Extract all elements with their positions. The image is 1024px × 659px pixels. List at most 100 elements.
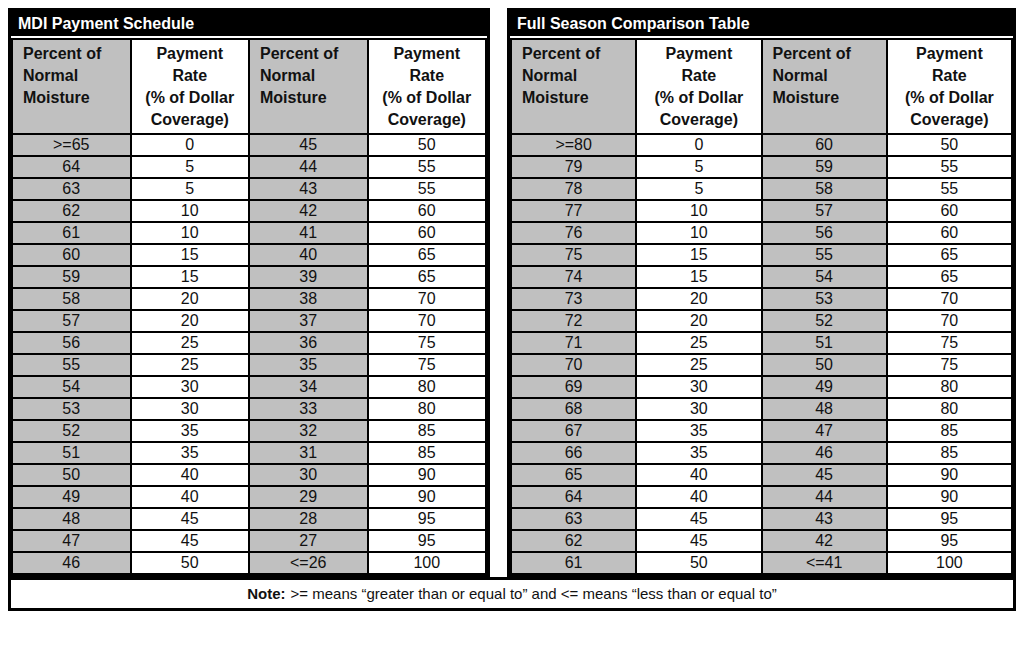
column-header-payment-2: Payment Rate (% of Dollar Coverage) xyxy=(887,39,1012,134)
table-row: 4650<=26100 xyxy=(12,552,486,574)
moisture-cell: 49 xyxy=(12,486,131,508)
moisture-cell: 43 xyxy=(249,178,368,200)
payment-rate-cell: 85 xyxy=(368,420,487,442)
moisture-cell: 56 xyxy=(12,332,131,354)
table-row: 60154065 xyxy=(12,244,486,266)
payment-rate-cell: 40 xyxy=(636,464,761,486)
full-season-table-title: Full Season Comparison Table xyxy=(510,11,1013,36)
payment-rate-cell: 50 xyxy=(636,552,761,574)
payment-rate-cell: 35 xyxy=(131,420,250,442)
note-text: >= means “greater than or equal to” and … xyxy=(291,585,777,602)
payment-rate-cell: 40 xyxy=(636,486,761,508)
column-header-moisture-1: Percent of Normal Moisture xyxy=(511,39,636,134)
payment-rate-cell: 50 xyxy=(131,552,250,574)
payment-rate-cell: 10 xyxy=(636,222,761,244)
payment-rate-cell: 85 xyxy=(368,442,487,464)
payment-rate-cell: 100 xyxy=(887,552,1012,574)
payment-rate-cell: 15 xyxy=(131,266,250,288)
payment-rate-cell: 90 xyxy=(368,464,487,486)
table-row: 67354785 xyxy=(511,420,1012,442)
table-row: 6150<=41100 xyxy=(511,552,1012,574)
table-row: 73205370 xyxy=(511,288,1012,310)
moisture-cell: 52 xyxy=(762,310,887,332)
moisture-cell: 61 xyxy=(12,222,131,244)
payment-rate-cell: 40 xyxy=(131,486,250,508)
payment-rate-cell: 65 xyxy=(887,244,1012,266)
moisture-cell: 29 xyxy=(249,486,368,508)
table-row: 76105660 xyxy=(511,222,1012,244)
payment-rate-cell: 25 xyxy=(636,332,761,354)
moisture-cell: 42 xyxy=(249,200,368,222)
payment-rate-cell: 75 xyxy=(368,354,487,376)
table-row: 6354355 xyxy=(12,178,486,200)
table-row: 47452795 xyxy=(12,530,486,552)
column-header-payment-2: Payment Rate (% of Dollar Coverage) xyxy=(368,39,487,134)
table-row: 59153965 xyxy=(12,266,486,288)
moisture-cell: 47 xyxy=(12,530,131,552)
table-row: 65404590 xyxy=(511,464,1012,486)
moisture-cell: 66 xyxy=(511,442,636,464)
table-row: 62454295 xyxy=(511,530,1012,552)
payment-rate-cell: 60 xyxy=(887,222,1012,244)
moisture-cell: 32 xyxy=(249,420,368,442)
table-row: 63454395 xyxy=(511,508,1012,530)
payment-rate-cell: 90 xyxy=(887,464,1012,486)
payment-rate-cell: 55 xyxy=(368,178,487,200)
moisture-cell: 51 xyxy=(762,332,887,354)
payment-rate-cell: 75 xyxy=(887,332,1012,354)
payment-rate-cell: 60 xyxy=(368,222,487,244)
header-row: Percent of Normal Moisture Payment Rate … xyxy=(511,39,1012,134)
moisture-cell: 42 xyxy=(762,530,887,552)
table-row: 62104260 xyxy=(12,200,486,222)
payment-rate-cell: 55 xyxy=(368,156,487,178)
tables-row: MDI Payment Schedule Percent of Normal M… xyxy=(8,8,1016,577)
payment-rate-cell: 70 xyxy=(368,310,487,332)
moisture-cell: 43 xyxy=(762,508,887,530)
table-row: 72205270 xyxy=(511,310,1012,332)
payment-rate-cell: 65 xyxy=(368,244,487,266)
moisture-cell: 68 xyxy=(511,398,636,420)
payment-rate-cell: 30 xyxy=(131,398,250,420)
column-header-moisture-2: Percent of Normal Moisture xyxy=(762,39,887,134)
moisture-cell: 54 xyxy=(762,266,887,288)
moisture-cell: 65 xyxy=(511,464,636,486)
moisture-cell: 76 xyxy=(511,222,636,244)
payment-rate-cell: 10 xyxy=(131,200,250,222)
moisture-cell: 46 xyxy=(12,552,131,574)
moisture-cell: 79 xyxy=(511,156,636,178)
moisture-cell: 36 xyxy=(249,332,368,354)
column-header-payment-1: Payment Rate (% of Dollar Coverage) xyxy=(636,39,761,134)
moisture-cell: >=65 xyxy=(12,134,131,156)
payment-rate-cell: 40 xyxy=(131,464,250,486)
moisture-cell: 40 xyxy=(249,244,368,266)
full-season-table: Percent of Normal Moisture Payment Rate … xyxy=(510,38,1013,575)
payment-rate-cell: 60 xyxy=(368,200,487,222)
payment-rate-cell: 95 xyxy=(368,508,487,530)
moisture-cell: 74 xyxy=(511,266,636,288)
payment-rate-cell: 95 xyxy=(887,530,1012,552)
table-row: >=8006050 xyxy=(511,134,1012,156)
moisture-cell: 69 xyxy=(511,376,636,398)
moisture-cell: 59 xyxy=(12,266,131,288)
moisture-cell: 53 xyxy=(12,398,131,420)
payment-rate-cell: 35 xyxy=(636,442,761,464)
table-row: 54303480 xyxy=(12,376,486,398)
payment-rate-cell: 60 xyxy=(887,200,1012,222)
mdi-table-header: Percent of Normal Moisture Payment Rate … xyxy=(12,39,486,134)
table-row: 49402990 xyxy=(12,486,486,508)
payment-rate-cell: 20 xyxy=(131,310,250,332)
table-row: 58203870 xyxy=(12,288,486,310)
moisture-cell: 51 xyxy=(12,442,131,464)
moisture-cell: 71 xyxy=(511,332,636,354)
payment-rate-cell: 70 xyxy=(887,310,1012,332)
payment-rate-cell: 15 xyxy=(636,244,761,266)
payment-rate-cell: 15 xyxy=(636,266,761,288)
payment-rate-cell: 80 xyxy=(887,398,1012,420)
moisture-cell: 64 xyxy=(12,156,131,178)
moisture-cell: 60 xyxy=(12,244,131,266)
moisture-cell: 56 xyxy=(762,222,887,244)
table-row: 61104160 xyxy=(12,222,486,244)
payment-rate-cell: 20 xyxy=(636,288,761,310)
payment-rate-cell: 65 xyxy=(368,266,487,288)
moisture-cell: 28 xyxy=(249,508,368,530)
